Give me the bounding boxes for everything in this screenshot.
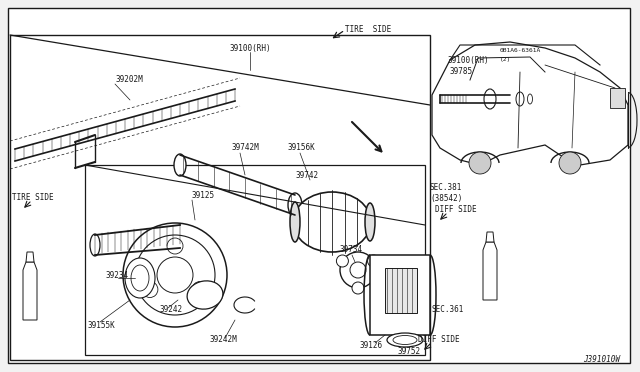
Ellipse shape <box>174 224 186 248</box>
Circle shape <box>469 152 491 174</box>
Circle shape <box>142 282 158 298</box>
Ellipse shape <box>187 281 223 309</box>
Text: SEC.381: SEC.381 <box>430 183 462 192</box>
Ellipse shape <box>174 154 186 176</box>
Circle shape <box>123 223 227 327</box>
Ellipse shape <box>387 333 423 347</box>
Ellipse shape <box>527 94 532 104</box>
Circle shape <box>559 152 581 174</box>
Polygon shape <box>486 232 494 242</box>
Circle shape <box>367 255 380 267</box>
Text: 39242M: 39242M <box>210 336 237 344</box>
Text: 39202M: 39202M <box>115 76 143 84</box>
Ellipse shape <box>484 89 496 109</box>
Ellipse shape <box>293 192 371 252</box>
Text: DIFF SIDE: DIFF SIDE <box>435 205 477 215</box>
Bar <box>10 35 430 360</box>
Text: 39242: 39242 <box>160 305 183 314</box>
Circle shape <box>337 255 348 267</box>
Bar <box>370 255 430 335</box>
Ellipse shape <box>516 92 524 106</box>
Text: 39752: 39752 <box>398 347 421 356</box>
Text: TIRE SIDE: TIRE SIDE <box>12 193 54 202</box>
Text: (2): (2) <box>500 58 511 62</box>
Text: TIRE  SIDE: TIRE SIDE <box>345 26 391 35</box>
Text: 39234: 39234 <box>105 270 128 279</box>
Text: SEC.361: SEC.361 <box>432 305 465 314</box>
Ellipse shape <box>365 203 375 241</box>
Circle shape <box>157 257 193 293</box>
Polygon shape <box>26 252 34 262</box>
Text: 39734: 39734 <box>340 246 363 254</box>
Circle shape <box>135 235 215 315</box>
Text: 0B1A6-6361A: 0B1A6-6361A <box>500 48 541 52</box>
Text: 39785: 39785 <box>450 67 473 77</box>
Bar <box>610 88 625 108</box>
Bar <box>85 165 425 355</box>
Ellipse shape <box>290 202 300 242</box>
Ellipse shape <box>288 193 302 217</box>
Circle shape <box>340 252 376 288</box>
Polygon shape <box>483 242 497 300</box>
Circle shape <box>352 282 364 294</box>
Text: 39156K: 39156K <box>288 144 316 153</box>
Text: 39742M: 39742M <box>232 144 260 153</box>
Circle shape <box>192 282 208 298</box>
Text: 39126: 39126 <box>360 340 383 350</box>
Text: 39100(RH): 39100(RH) <box>447 55 488 64</box>
Text: J391010W: J391010W <box>583 356 620 365</box>
Ellipse shape <box>131 265 149 291</box>
Polygon shape <box>432 42 628 165</box>
Text: (38542): (38542) <box>430 193 462 202</box>
Circle shape <box>167 238 183 254</box>
Text: 39155K: 39155K <box>88 321 116 330</box>
Polygon shape <box>23 262 37 320</box>
Circle shape <box>350 262 366 278</box>
Ellipse shape <box>90 234 100 256</box>
Ellipse shape <box>393 336 417 344</box>
Text: 39742: 39742 <box>295 170 318 180</box>
Text: DIFF SIDE: DIFF SIDE <box>418 336 460 344</box>
Text: 39125: 39125 <box>192 190 215 199</box>
Text: 39100(RH): 39100(RH) <box>229 44 271 52</box>
Ellipse shape <box>125 258 155 298</box>
Bar <box>385 268 417 313</box>
